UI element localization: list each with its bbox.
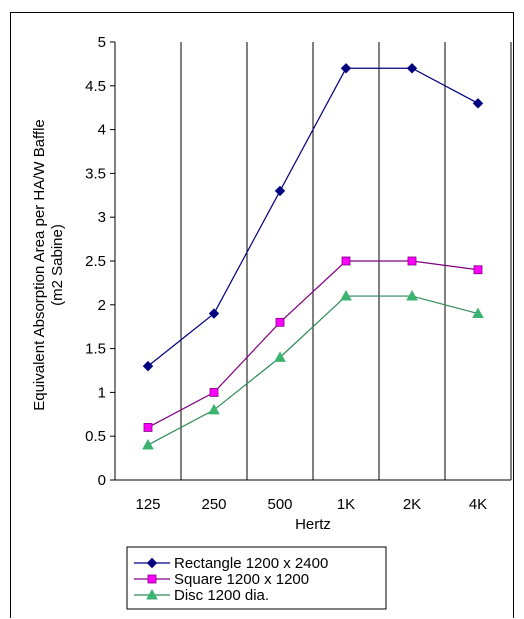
data-point (472, 98, 484, 109)
series-2 (142, 290, 484, 450)
data-point (143, 423, 153, 432)
series-line (147, 260, 479, 428)
y-tick-label: 3 (98, 209, 106, 226)
y-tick-label: 1.5 (85, 341, 106, 358)
y-axis-title-line-2: (m2 Sabine) (49, 224, 66, 306)
chart-frame (10, 12, 514, 618)
y-tick-label: 2 (98, 297, 106, 314)
x-tick-label: 125 (135, 496, 160, 513)
y-tick-label: 3.5 (85, 165, 106, 182)
legend-label: Rectangle 1200 x 2400 (174, 555, 328, 572)
data-point (142, 360, 154, 372)
legend-box (126, 546, 387, 610)
legend-marker (147, 574, 157, 584)
legend-label: Square 1200 x 1200 (174, 571, 309, 588)
x-tick-label: 250 (201, 496, 226, 513)
series-1 (143, 256, 483, 432)
legend-label: Disc 1200 dia. (174, 587, 269, 604)
data-point (340, 63, 352, 74)
legend-marker (146, 588, 158, 600)
y-tick-label: 4.5 (85, 78, 106, 95)
data-point (473, 265, 483, 275)
data-point (208, 308, 220, 319)
y-axis-title: Equivalent Absorption Area per HA/W Baff… (31, 119, 66, 411)
legend-entry: Disc 1200 dia. (134, 587, 269, 604)
series-0 (142, 63, 484, 372)
data-point (275, 317, 285, 327)
data-point (208, 403, 220, 415)
data-point (341, 256, 351, 266)
x-tick-label: 1K (337, 496, 355, 513)
y-tick-label: 4 (98, 122, 106, 139)
data-point (340, 290, 352, 301)
y-axis-title-line-1: Equivalent Absorption Area per HA/W Baff… (31, 119, 48, 411)
y-tick-label: 2.5 (85, 253, 106, 270)
data-point (406, 290, 418, 301)
y-tick-label: 5 (98, 34, 106, 51)
data-point (142, 438, 154, 450)
legend-entry: Square 1200 x 1200 (134, 571, 309, 588)
series-layer (142, 63, 484, 450)
y-tick-label: 0 (98, 472, 106, 489)
grid-lines (114, 42, 512, 480)
series-line (147, 67, 479, 367)
y-tick-label: 1 (98, 384, 106, 401)
data-point (274, 185, 286, 197)
x-axis-title: Hertz (295, 516, 331, 533)
y-tick-labels: 0 0.5 1 1.5 2 2.5 3 3.5 4 4.5 5 (85, 34, 115, 489)
x-tick-label: 500 (267, 496, 292, 513)
data-point (209, 387, 219, 397)
data-point (406, 63, 418, 74)
data-point (274, 351, 286, 362)
series-line (147, 295, 479, 446)
x-tick-labels: 125 250 500 1K 2K 4K (135, 496, 487, 513)
data-point (407, 256, 417, 266)
legend-entry: Rectangle 1200 x 2400 (134, 555, 328, 572)
y-tick-label: 0.5 (85, 428, 106, 445)
x-tick-label: 4K (469, 496, 487, 513)
x-tick-label: 2K (403, 496, 421, 513)
data-point (472, 307, 484, 319)
legend-marker (146, 557, 158, 569)
